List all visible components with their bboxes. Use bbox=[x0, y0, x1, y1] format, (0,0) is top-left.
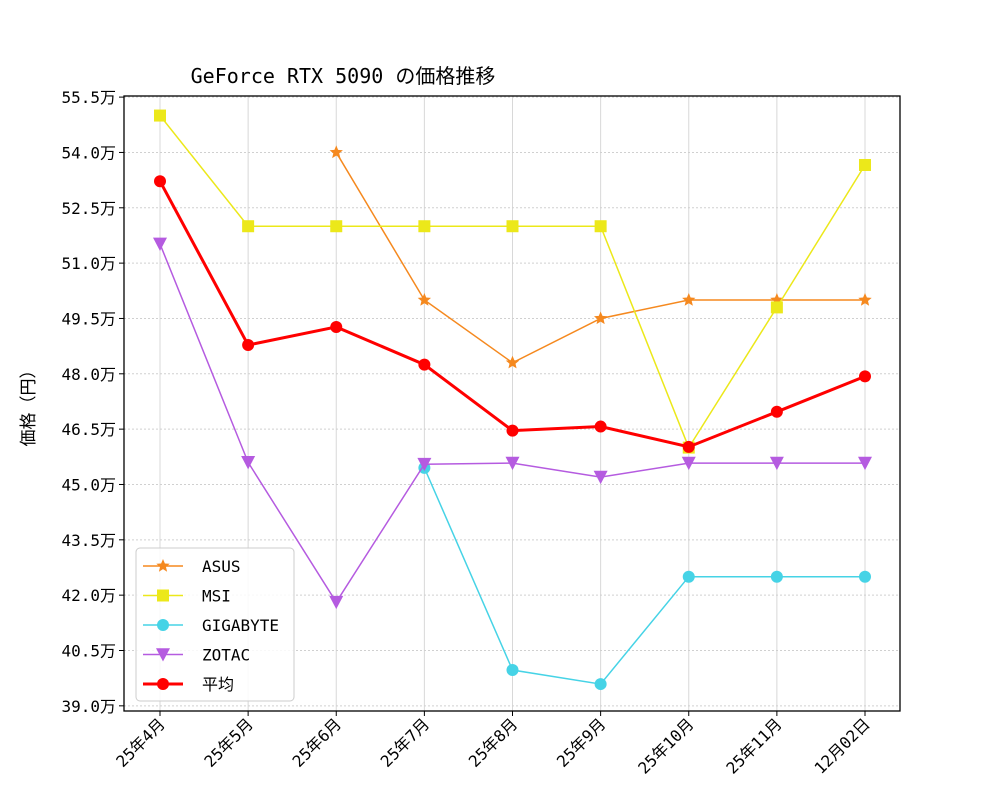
data-point bbox=[682, 440, 695, 453]
legend-marker bbox=[156, 648, 170, 662]
y-tick-label: 45.0万 bbox=[61, 475, 116, 494]
y-tick-label: 48.0万 bbox=[61, 365, 116, 384]
legend-marker bbox=[157, 678, 169, 690]
chart-title: GeForce RTX 5090 の価格推移 bbox=[191, 64, 496, 88]
data-point bbox=[505, 456, 520, 471]
x-tick-label: 25年7月 bbox=[377, 714, 434, 771]
y-tick-label: 52.5万 bbox=[61, 199, 116, 218]
data-point bbox=[594, 678, 607, 691]
data-point bbox=[859, 158, 871, 171]
data-point bbox=[418, 220, 431, 233]
data-point bbox=[153, 237, 167, 251]
data-point bbox=[241, 456, 256, 470]
legend-label: 平均 bbox=[202, 675, 234, 694]
data-point bbox=[505, 355, 520, 369]
data-point bbox=[769, 456, 784, 471]
data-point bbox=[154, 109, 166, 122]
data-point bbox=[594, 311, 608, 325]
data-point bbox=[682, 570, 695, 583]
x-tick-label: 25年5月 bbox=[200, 714, 257, 771]
data-point bbox=[154, 175, 166, 188]
x-tick-label: 25年6月 bbox=[289, 714, 346, 771]
data-point bbox=[506, 424, 519, 437]
data-point bbox=[330, 220, 343, 233]
data-point bbox=[770, 405, 783, 418]
x-tick-label: 25年4月 bbox=[112, 714, 169, 771]
data-point bbox=[858, 293, 872, 306]
y-tick-label: 49.5万 bbox=[61, 309, 116, 328]
y-tick-label: 46.5万 bbox=[61, 420, 116, 439]
series-平均 bbox=[154, 175, 871, 453]
legend-label: ASUS bbox=[202, 557, 241, 576]
data-point bbox=[329, 145, 343, 159]
data-point bbox=[770, 570, 783, 583]
y-axis-label: 価格（円） bbox=[19, 362, 39, 447]
data-point bbox=[242, 220, 255, 233]
y-tick-label: 51.0万 bbox=[61, 254, 116, 273]
legend-label: GIGABYTE bbox=[202, 616, 279, 635]
x-tick-label: 12月02日 bbox=[811, 714, 874, 777]
x-tick-label: 25年9月 bbox=[553, 714, 610, 771]
data-point bbox=[682, 293, 696, 306]
data-point bbox=[418, 358, 431, 371]
legend-marker bbox=[157, 619, 169, 631]
legend-marker bbox=[156, 559, 170, 572]
y-tick-label: 55.5万 bbox=[61, 88, 116, 107]
data-point bbox=[506, 664, 519, 677]
data-point bbox=[594, 220, 607, 233]
y-tick-label: 40.5万 bbox=[61, 641, 116, 660]
legend: ASUS MSI GIGABYTE ZOTAC 平均 bbox=[135, 547, 295, 702]
data-point bbox=[242, 339, 255, 352]
data-point bbox=[770, 301, 783, 314]
y-tick-label: 39.0万 bbox=[61, 697, 116, 716]
data-point bbox=[859, 370, 871, 383]
legend-marker bbox=[157, 589, 169, 602]
x-tick-label: 25年10月 bbox=[634, 714, 697, 777]
data-point bbox=[417, 293, 431, 306]
x-tick-label: 25年11月 bbox=[722, 714, 785, 777]
series-group bbox=[153, 109, 872, 691]
legend-label: MSI bbox=[202, 587, 231, 606]
y-tick-label: 43.5万 bbox=[61, 531, 116, 550]
data-point bbox=[594, 420, 607, 433]
legend-box bbox=[135, 547, 295, 702]
data-point bbox=[859, 570, 871, 583]
data-point bbox=[417, 457, 432, 472]
series-GIGABYTE bbox=[418, 461, 871, 691]
x-tick-label: 25年8月 bbox=[465, 714, 522, 771]
data-point bbox=[330, 320, 343, 333]
data-point bbox=[506, 220, 519, 233]
legend-label: ZOTAC bbox=[202, 646, 250, 665]
y-tick-label: 54.0万 bbox=[61, 143, 116, 162]
data-point bbox=[858, 456, 872, 471]
y-tick-label: 42.0万 bbox=[61, 586, 116, 605]
series-line bbox=[423, 467, 865, 685]
series-ZOTAC bbox=[153, 237, 872, 610]
data-point bbox=[681, 456, 696, 471]
data-point bbox=[329, 595, 344, 610]
data-point bbox=[593, 470, 608, 485]
series-MSI bbox=[154, 109, 871, 454]
